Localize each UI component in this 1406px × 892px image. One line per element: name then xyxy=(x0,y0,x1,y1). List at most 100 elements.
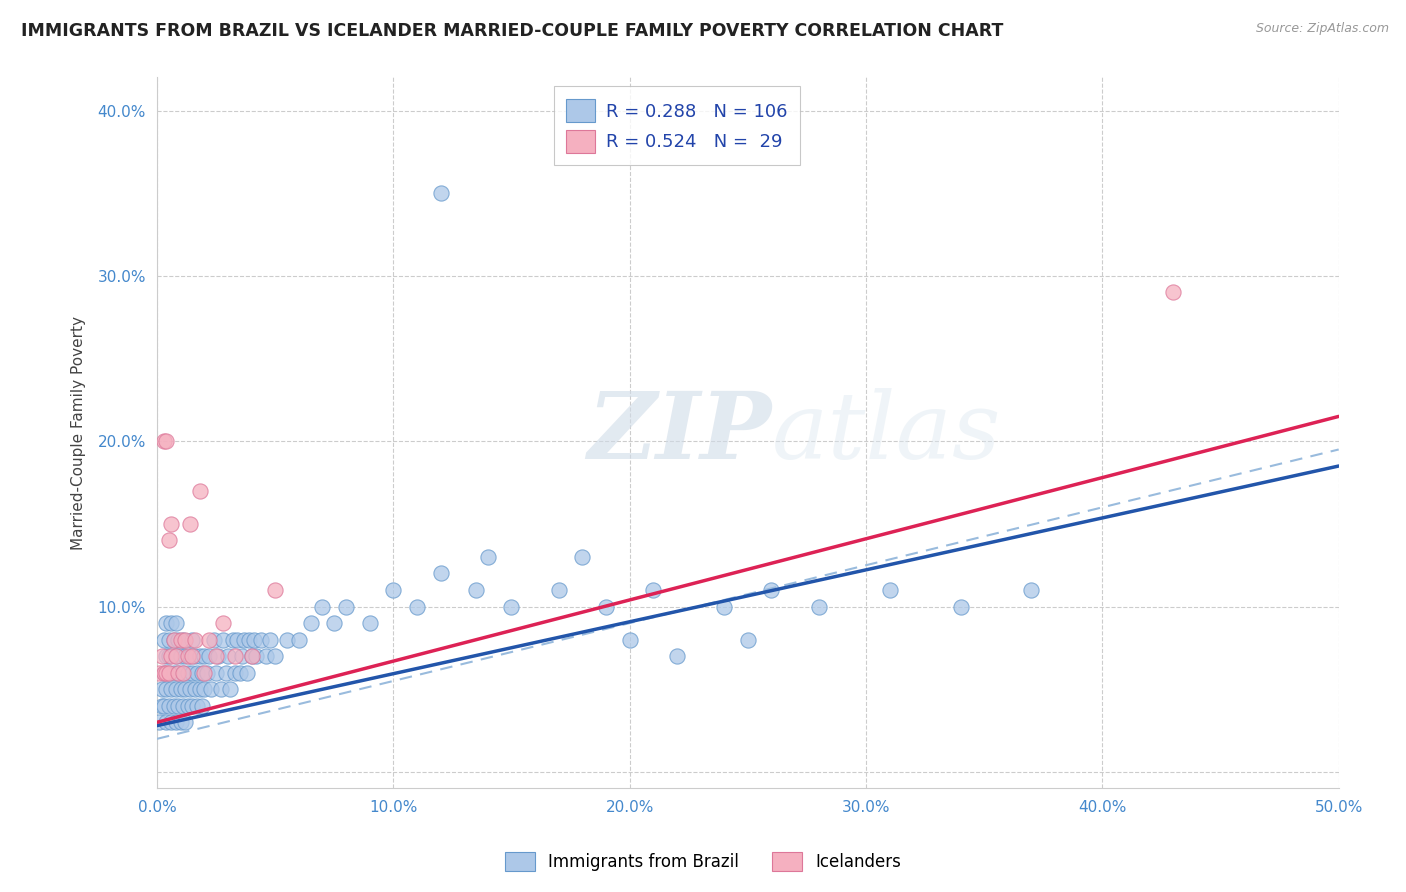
Point xyxy=(254,649,277,664)
Point xyxy=(155,434,177,449)
Point xyxy=(238,632,260,647)
Point xyxy=(184,632,207,647)
Point xyxy=(165,616,187,631)
Point xyxy=(207,649,229,664)
Point xyxy=(174,632,197,647)
Point xyxy=(165,649,187,664)
Point xyxy=(179,649,201,664)
Point xyxy=(162,632,184,647)
Point xyxy=(153,632,176,647)
Point xyxy=(155,649,177,664)
Point xyxy=(226,632,249,647)
Point xyxy=(214,665,236,680)
Point xyxy=(169,649,191,664)
Point xyxy=(264,649,287,664)
Point xyxy=(231,649,253,664)
Point xyxy=(264,582,287,597)
Point xyxy=(243,632,266,647)
Point xyxy=(160,616,183,631)
Legend: R = 0.288   N = 106, R = 0.524   N =  29: R = 0.288 N = 106, R = 0.524 N = 29 xyxy=(554,87,800,165)
Point xyxy=(250,632,273,647)
Point xyxy=(191,665,214,680)
Point xyxy=(172,665,194,680)
Point xyxy=(202,632,225,647)
Point xyxy=(157,632,180,647)
Point xyxy=(193,682,215,697)
Point xyxy=(153,665,176,680)
Point xyxy=(160,649,183,664)
Point xyxy=(155,616,177,631)
Point xyxy=(155,682,177,697)
Point xyxy=(155,715,177,730)
Point xyxy=(643,582,665,597)
Point xyxy=(311,599,333,614)
Point xyxy=(245,649,267,664)
Point xyxy=(162,632,184,647)
Point xyxy=(174,715,197,730)
Y-axis label: Married-Couple Family Poverty: Married-Couple Family Poverty xyxy=(72,316,86,550)
Point xyxy=(228,665,250,680)
Point xyxy=(184,682,207,697)
Point xyxy=(619,632,641,647)
Point xyxy=(477,549,499,564)
Point xyxy=(169,632,191,647)
Point xyxy=(162,698,184,713)
Point xyxy=(761,582,783,597)
Point xyxy=(879,582,901,597)
Point xyxy=(276,632,298,647)
Point xyxy=(181,649,204,664)
Point xyxy=(198,649,221,664)
Point xyxy=(200,682,222,697)
Text: IMMIGRANTS FROM BRAZIL VS ICELANDER MARRIED-COUPLE FAMILY POVERTY CORRELATION CH: IMMIGRANTS FROM BRAZIL VS ICELANDER MARR… xyxy=(21,22,1004,40)
Point xyxy=(233,632,256,647)
Point xyxy=(172,665,194,680)
Point xyxy=(949,599,972,614)
Point xyxy=(219,682,242,697)
Point xyxy=(160,715,183,730)
Point xyxy=(169,682,191,697)
Legend: Immigrants from Brazil, Icelanders: Immigrants from Brazil, Icelanders xyxy=(496,843,910,880)
Point xyxy=(193,649,215,664)
Point xyxy=(157,665,180,680)
Point xyxy=(188,483,211,498)
Point xyxy=(323,616,346,631)
Point xyxy=(155,665,177,680)
Point xyxy=(1161,285,1184,300)
Point xyxy=(176,649,198,664)
Point xyxy=(172,632,194,647)
Point xyxy=(181,665,204,680)
Point xyxy=(186,698,208,713)
Point xyxy=(153,434,176,449)
Point xyxy=(198,632,221,647)
Point xyxy=(209,682,232,697)
Point xyxy=(179,516,201,531)
Point xyxy=(287,632,309,647)
Point xyxy=(382,582,405,597)
Point xyxy=(160,682,183,697)
Point xyxy=(162,665,184,680)
Point xyxy=(167,665,190,680)
Point xyxy=(212,616,235,631)
Point xyxy=(665,649,688,664)
Point xyxy=(157,698,180,713)
Point xyxy=(191,698,214,713)
Text: atlas: atlas xyxy=(772,388,1001,478)
Point xyxy=(224,649,246,664)
Point xyxy=(167,698,190,713)
Point xyxy=(224,665,246,680)
Point xyxy=(181,698,204,713)
Point xyxy=(179,682,201,697)
Point xyxy=(186,665,208,680)
Point xyxy=(429,186,451,201)
Point xyxy=(165,682,187,697)
Point xyxy=(172,698,194,713)
Point xyxy=(153,698,176,713)
Point xyxy=(501,599,523,614)
Text: ZIP: ZIP xyxy=(588,388,772,478)
Point xyxy=(150,698,173,713)
Point xyxy=(193,665,215,680)
Point xyxy=(299,616,322,631)
Point xyxy=(148,665,170,680)
Point xyxy=(547,582,569,597)
Point xyxy=(236,665,259,680)
